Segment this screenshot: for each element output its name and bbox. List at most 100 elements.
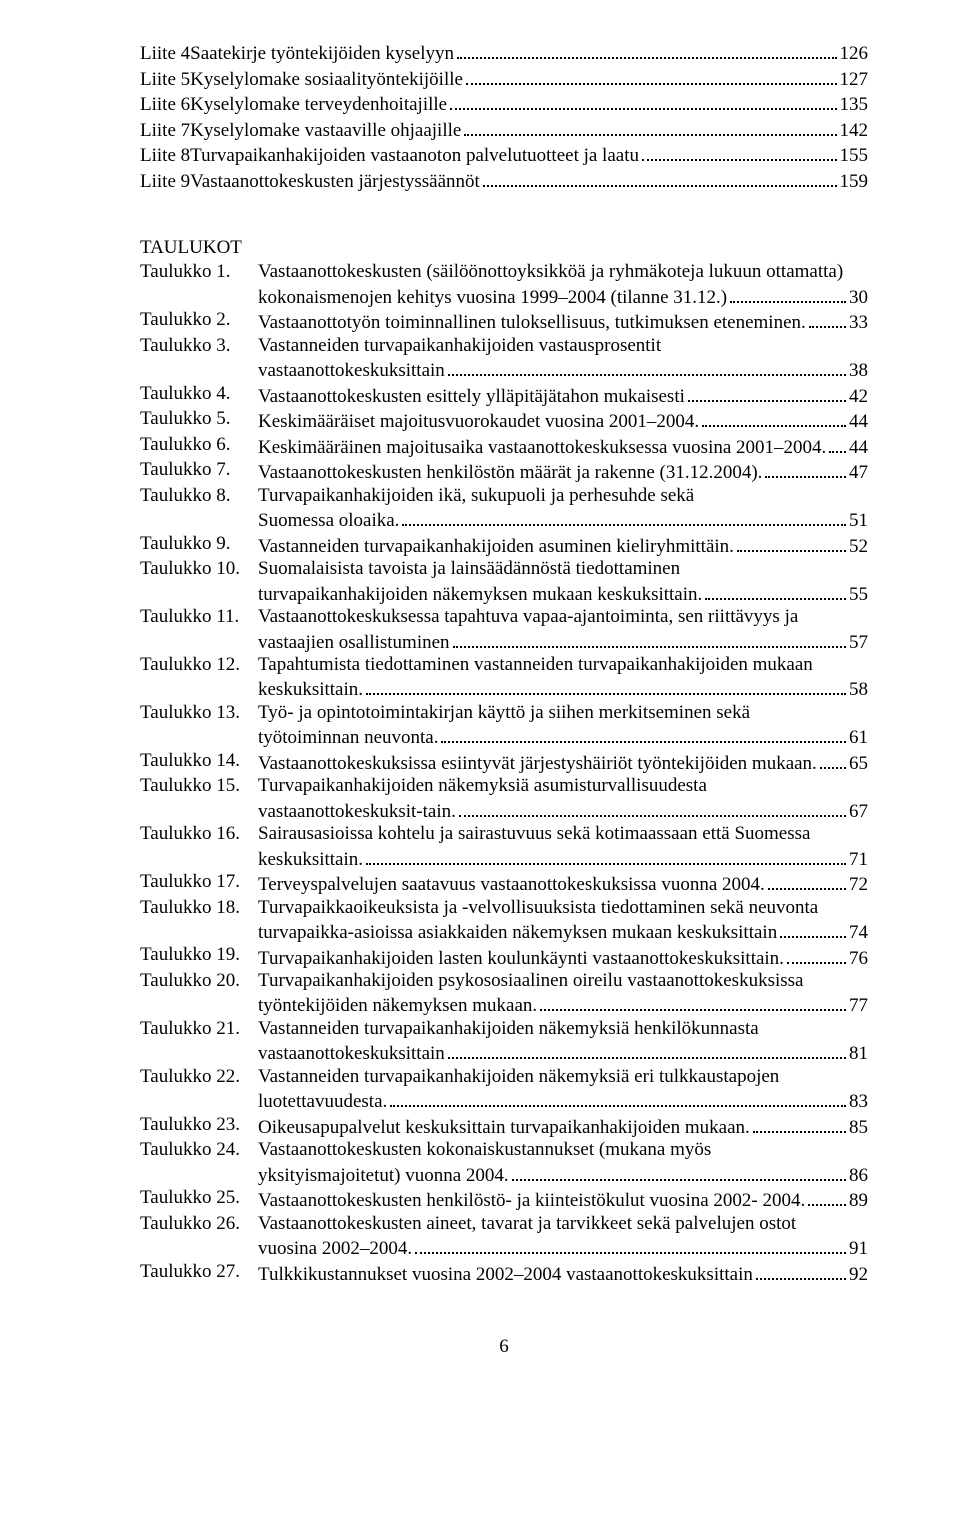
table-entry-text: yksityismajoitetut) vuonna 2004. [258,1165,509,1187]
table-entry-label: Taulukko 21. [140,1018,258,1066]
table-entry: Taulukko 24.Vastaanottokeskusten kokonai… [140,1139,868,1187]
table-entry-text: keskuksittain. [258,849,363,871]
table-entry-text: Vastaanottokeskusten aineet, tavarat ja … [258,1213,868,1235]
table-entry-label: Taulukko 2. [140,309,258,335]
table-entry-label: Taulukko 4. [140,383,258,409]
table-entry-body: Oikeusapupalvelut keskuksittain turvapai… [258,1114,868,1140]
leader-dots [483,168,837,187]
table-entry-text: Vastaanottokeskusten esittely ylläpitäjä… [258,386,685,408]
table-entry: Taulukko 19.Turvapaikanhakijoiden lasten… [140,944,868,970]
table-entry-page: 76 [849,948,868,970]
leader-dots [402,507,846,526]
table-entry-text: vuosina 2002–2004. [258,1238,412,1260]
table-entry-label: Taulukko 3. [140,335,258,383]
table-entry-body: Turvapaikanhakijoiden näkemyksiä asumist… [258,775,868,823]
table-entry-text: Turvapaikanhakijoiden psykososiaalinen o… [258,970,868,992]
appendix-title: Vastaanottokeskusten järjestyssäännöt [190,171,480,193]
appendix-page: 155 [840,145,869,167]
table-entry-page: 55 [849,584,868,606]
table-entry-page: 86 [849,1165,868,1187]
table-entry-label: Taulukko 23. [140,1114,258,1140]
table-entry-text: keskuksittain. [258,679,363,701]
table-entry-page: 42 [849,386,868,408]
appendix-label: Liite 8 [140,145,190,167]
table-entry-text: Työ- ja opintotoimintakirjan käyttö ja s… [258,702,868,724]
leader-dots [512,1162,846,1181]
appendix-entry: Liite 9 Vastaanottokeskusten järjestyssä… [140,168,868,194]
leader-dots [466,66,837,85]
appendix-page: 126 [840,43,869,65]
leader-dots [787,944,846,963]
table-entry-text: vastaanottokeskuksittain [258,360,445,382]
table-entry: Taulukko 22.Vastanneiden turvapaikanhaki… [140,1066,868,1114]
table-entry: Taulukko 25.Vastaanottokeskusten henkilö… [140,1187,868,1213]
table-entry-text: turvapaikanhakijoiden näkemyksen mukaan … [258,584,702,606]
table-entry-page: 58 [849,679,868,701]
appendix-entry: Liite 6 Kyselylomake terveydenhoitajille… [140,91,868,117]
leader-dots [453,628,846,647]
table-entry-body: Vastaanottokeskuksessa tapahtuva vapaa-a… [258,606,868,654]
table-entry-page: 47 [849,462,868,484]
table-entry-text: Vastanneiden turvapaikanhakijoiden asumi… [258,536,734,558]
table-entry-body: Tulkkikustannukset vuosina 2002–2004 vas… [258,1261,868,1287]
table-entry-page: 65 [849,753,868,775]
table-entry-page: 89 [849,1190,868,1212]
table-entry-body: Vastaanottokeskusten esittely ylläpitäjä… [258,383,868,409]
table-entry-text: turvapaikka-asioissa asiakkaiden näkemyk… [258,922,777,944]
appendix-page: 135 [840,94,869,116]
table-entry-page: 83 [849,1091,868,1113]
leader-dots [756,1261,846,1280]
table-entry: Taulukko 2.Vastaanottotyön toiminnalline… [140,309,868,335]
table-entry-body: Tapahtumista tiedottaminen vastanneiden … [258,654,868,702]
table-entry: Taulukko 23.Oikeusapupalvelut keskuksitt… [140,1114,868,1140]
leader-dots [642,142,837,161]
leader-dots [441,724,846,743]
table-entry: Taulukko 9.Vastanneiden turvapaikanhakij… [140,533,868,559]
leader-dots [808,1187,846,1206]
table-entry-page: 30 [849,287,868,309]
tables-heading: TAULUKOT [140,237,868,259]
table-entry-label: Taulukko 11. [140,606,258,654]
table-entry-body: Turvapaikanhakijoiden ikä, sukupuoli ja … [258,485,868,533]
table-entry-page: 85 [849,1117,868,1139]
table-entry: Taulukko 7.Vastaanottokeskusten henkilös… [140,459,868,485]
leader-dots [809,309,846,328]
appendix-title: Saatekirje työntekijöiden kyselyyn [190,43,454,65]
table-entry-text: Vastaanottokeskuksessa tapahtuva vapaa-a… [258,606,868,628]
leader-dots [459,798,846,817]
table-entry-text: Keskimääräiset majoitusvuorokaudet vuosi… [258,411,699,433]
table-entry-page: 51 [849,510,868,532]
table-entry-text: Vastaanottotyön toiminnallinen tuloksell… [258,312,806,334]
leader-dots [702,408,846,427]
table-entry-label: Taulukko 12. [140,654,258,702]
table-entry-label: Taulukko 8. [140,485,258,533]
appendix-label: Liite 5 [140,69,190,91]
table-entry-body: Vastaanottokeskusten henkilöstö- ja kiin… [258,1187,868,1213]
appendix-page: 127 [840,69,869,91]
leader-dots [820,750,846,769]
table-entry-page: 91 [849,1238,868,1260]
appendix-title: Kyselylomake vastaaville ohjaajille [190,120,461,142]
table-entry-page: 81 [849,1043,868,1065]
table-entry-label: Taulukko 9. [140,533,258,559]
table-entry: Taulukko 8.Turvapaikanhakijoiden ikä, su… [140,485,868,533]
table-entry-body: Vastanneiden turvapaikanhakijoiden näkem… [258,1018,868,1066]
table-entry-text: Terveyspalvelujen saatavuus vastaanottok… [258,874,765,896]
table-entry-body: Työ- ja opintotoimintakirjan käyttö ja s… [258,702,868,750]
table-entry-body: Vastanneiden turvapaikanhakijoiden vasta… [258,335,868,383]
appendix-title: Turvapaikanhakijoiden vastaanoton palvel… [190,145,639,167]
table-entry: Taulukko 20.Turvapaikanhakijoiden psykos… [140,970,868,1018]
leader-dots [464,117,836,136]
table-entry: Taulukko 18.Turvapaikkaoikeuksista ja -v… [140,897,868,945]
table-entry: Taulukko 27.Tulkkikustannukset vuosina 2… [140,1261,868,1287]
table-entry-page: 57 [849,632,868,654]
table-entry-text: Vastanneiden turvapaikanhakijoiden vasta… [258,335,868,357]
table-entry-label: Taulukko 22. [140,1066,258,1114]
table-entry-label: Taulukko 7. [140,459,258,485]
table-entry-label: Taulukko 27. [140,1261,258,1287]
appendix-label: Liite 6 [140,94,190,116]
table-entry-text: Vastaanottokeskusten kokonaiskustannukse… [258,1139,868,1161]
table-entry-body: Suomalaisista tavoista ja lainsäädännöst… [258,558,868,606]
table-entry-body: Turvapaikanhakijoiden psykososiaalinen o… [258,970,868,1018]
table-entry-label: Taulukko 25. [140,1187,258,1213]
